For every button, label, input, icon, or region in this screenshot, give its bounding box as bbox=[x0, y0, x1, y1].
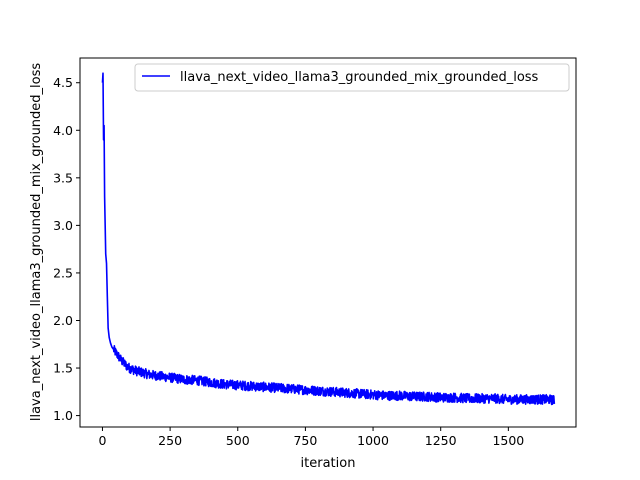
legend-box bbox=[134, 63, 570, 92]
legend: llava_next_video_llama3_grounded_mix_gro… bbox=[134, 63, 570, 92]
x-tick-label: 750 bbox=[293, 433, 317, 448]
y-axis-ticks: 1.0 1.5 2.0 2.5 3.0 3.5 4.0 4.5 bbox=[53, 75, 80, 423]
y-tick-label: 1.0 bbox=[53, 408, 73, 423]
y-tick-label: 4.5 bbox=[53, 75, 73, 90]
x-tick-label: 1000 bbox=[357, 433, 389, 448]
x-tick-label: 1500 bbox=[492, 433, 524, 448]
x-axis-ticks: 0 250 500 750 1000 1250 1500 bbox=[98, 427, 524, 448]
y-tick-label: 4.0 bbox=[53, 123, 73, 138]
plot-background bbox=[80, 58, 576, 427]
y-axis-label: llava_next_video_llama3_grounded_mix_gro… bbox=[29, 63, 44, 422]
x-tick-label: 500 bbox=[226, 433, 250, 448]
y-tick-label: 2.5 bbox=[53, 265, 73, 280]
y-tick-label: 3.5 bbox=[53, 170, 73, 185]
x-tick-label: 250 bbox=[158, 433, 182, 448]
y-tick-label: 2.0 bbox=[53, 313, 73, 328]
loss-series-line bbox=[101, 72, 556, 406]
y-tick-label: 3.0 bbox=[53, 218, 73, 233]
y-tick-label: 1.5 bbox=[53, 361, 73, 376]
x-axis-label: iteration bbox=[301, 456, 356, 471]
legend-entry-label: llava_next_video_llama3_grounded_mix_gro… bbox=[180, 70, 539, 85]
x-tick-label: 1250 bbox=[425, 433, 457, 448]
plot-frame bbox=[79, 57, 577, 428]
x-tick-label: 0 bbox=[98, 433, 106, 448]
